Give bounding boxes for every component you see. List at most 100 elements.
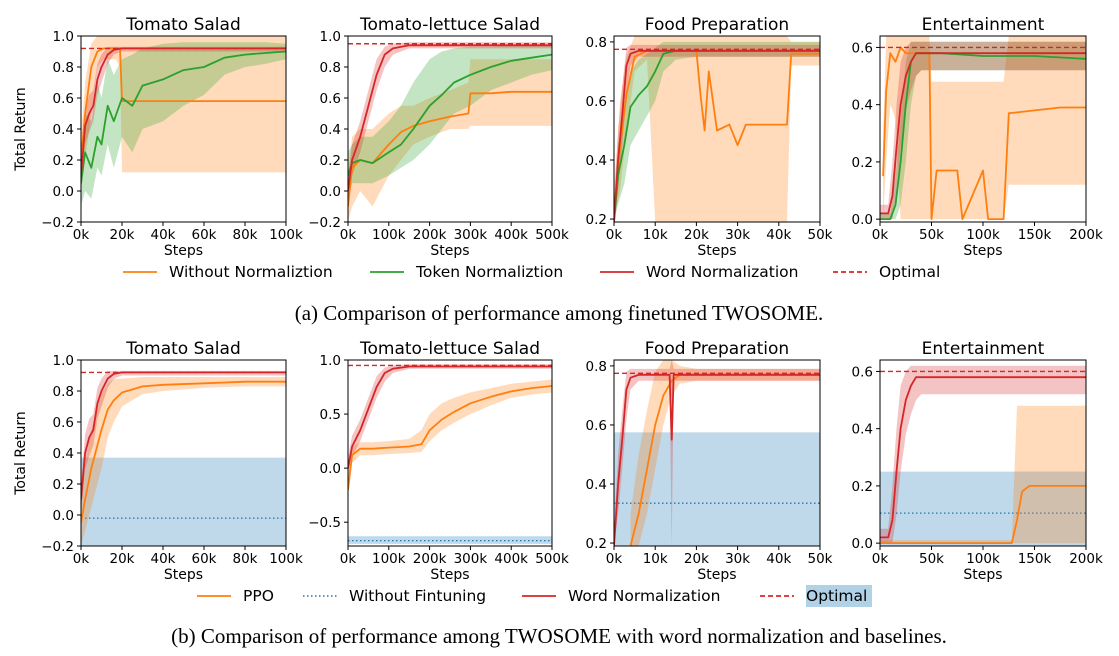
x-tick-label: 50k <box>808 227 833 243</box>
x-axis-label: Steps <box>164 243 203 259</box>
y-tick-label: 0.2 <box>53 153 74 169</box>
legend-item: Optimal <box>833 263 940 281</box>
chart-title: Tomato Salad <box>125 15 240 35</box>
x-tick-label: 50k <box>808 551 833 567</box>
series-band-1 <box>614 360 820 546</box>
series-band-1 <box>880 41 1086 220</box>
y-tick-label: 0.0 <box>320 461 341 477</box>
x-tick-label: 100k <box>269 227 303 243</box>
y-tick-label: 1.0 <box>320 29 341 45</box>
legend-item: Word Normalization <box>522 587 720 605</box>
x-tick-label: 20k <box>684 227 709 243</box>
y-tick-label: 0.4 <box>53 122 74 138</box>
x-axis-label: Steps <box>430 567 469 583</box>
y-tick-label: 0.8 <box>53 384 74 400</box>
y-tick-label: 0.8 <box>586 359 607 375</box>
series-band-0 <box>348 59 552 222</box>
x-tick-label: 0k <box>73 551 90 567</box>
baseline-band <box>614 432 820 546</box>
x-tick-label: 0k <box>340 551 357 567</box>
y-tick-label: 0.4 <box>320 122 341 138</box>
x-tick-label: 0k <box>340 227 357 243</box>
x-axis-label: Steps <box>963 567 1002 583</box>
y-tick-label: 0.6 <box>852 40 873 56</box>
series-band-1 <box>880 365 1086 544</box>
x-tick-label: 150k <box>1018 227 1052 243</box>
y-tick-label: 0.6 <box>53 415 74 431</box>
x-tick-label: 100k <box>966 227 1000 243</box>
legend-label: PPO <box>243 587 274 605</box>
x-tick-label: 40k <box>151 227 176 243</box>
x-tick-label: 200k <box>1069 227 1103 243</box>
series-band-0 <box>81 36 286 191</box>
x-tick-label: 0k <box>73 227 90 243</box>
y-tick-label: 0.4 <box>586 153 607 169</box>
x-tick-label: 0k <box>872 227 889 243</box>
y-tick-label: 0.4 <box>852 98 873 114</box>
chart-title: Tomato-lettuce Salad <box>359 15 540 35</box>
x-axis-label: Steps <box>164 567 203 583</box>
series-band-0 <box>883 36 1086 220</box>
x-tick-label: 500k <box>535 551 569 567</box>
chart-panels: 0k 20k 40k 60k 80k 100k −0.2 0.0 0.2 0.4 0.6 0.8 1.0… <box>13 15 1103 583</box>
legend-label: Without Normaliztion <box>169 263 333 281</box>
y-tick-label: 0.0 <box>852 212 873 228</box>
y-tick-label: 0.4 <box>53 446 74 462</box>
x-tick-label: 100k <box>372 551 406 567</box>
series-line-1 <box>614 373 820 546</box>
baseline-band <box>81 457 286 546</box>
chart-b2: 0k 100k 200k 300k 400k 500k −0.5 0.0 0.5 1.0 Tomat… <box>308 339 569 583</box>
legend-item: Optimal <box>760 585 872 607</box>
y-tick-label: −0.2 <box>308 215 341 231</box>
series-line-0 <box>614 49 820 214</box>
y-axis-label: Total Return <box>13 87 29 172</box>
plot-area <box>880 36 1086 221</box>
series-line-1 <box>81 50 286 184</box>
x-tick-label: 300k <box>454 551 488 567</box>
axes-frame <box>347 359 553 547</box>
x-tick-label: 50k <box>919 551 944 567</box>
y-tick-label: 0.2 <box>53 477 74 493</box>
y-tick-label: 1.0 <box>53 353 74 369</box>
chart-title: Tomato Salad <box>125 339 240 359</box>
x-tick-label: 500k <box>535 227 569 243</box>
x-tick-label: 20k <box>110 227 135 243</box>
series-line-2 <box>81 47 286 176</box>
x-tick-label: 10k <box>643 227 668 243</box>
y-tick-label: 0.5 <box>320 407 341 423</box>
y-tick-label: 1.0 <box>53 29 74 45</box>
series-line-1 <box>348 365 552 469</box>
legend-label: Token Normaliztion <box>415 263 563 281</box>
chart-title: Tomato-lettuce Salad <box>359 339 540 359</box>
plot-area <box>81 370 286 546</box>
x-tick-label: 60k <box>192 227 217 243</box>
caption-a: (a) Comparison of performance among fine… <box>295 301 824 325</box>
legend-label: Without Fintuning <box>349 587 486 605</box>
y-tick-label: 0.6 <box>586 418 607 434</box>
series-line-0 <box>880 484 1086 544</box>
caption-b: (b) Comparison of performance among TWOS… <box>171 624 947 648</box>
plot-area <box>614 36 820 222</box>
y-tick-label: 0.4 <box>852 422 873 438</box>
y-tick-label: 0.8 <box>320 60 341 76</box>
y-tick-label: 0.2 <box>586 212 607 228</box>
series-band-1 <box>81 370 286 515</box>
series-line-1 <box>348 53 552 176</box>
x-tick-label: 80k <box>233 227 258 243</box>
y-tick-label: 0.2 <box>586 536 607 552</box>
legend-item: Token Normaliztion <box>370 263 563 281</box>
y-tick-label: 0.6 <box>586 94 607 110</box>
series-band-2 <box>880 41 1086 220</box>
x-tick-label: 30k <box>725 227 750 243</box>
y-tick-label: 0.0 <box>852 536 873 552</box>
y-tick-label: 0.6 <box>53 91 74 107</box>
plot-area <box>81 36 286 207</box>
y-tick-label: 0.0 <box>53 508 74 524</box>
x-tick-label: 200k <box>413 227 447 243</box>
legend-label: Optimal <box>879 263 940 281</box>
x-axis-label: Steps <box>430 243 469 259</box>
legend-b: PPO Without Fintuning Word Normalization Op… <box>197 585 872 607</box>
x-tick-label: 30k <box>725 551 750 567</box>
plot-area <box>348 42 552 222</box>
